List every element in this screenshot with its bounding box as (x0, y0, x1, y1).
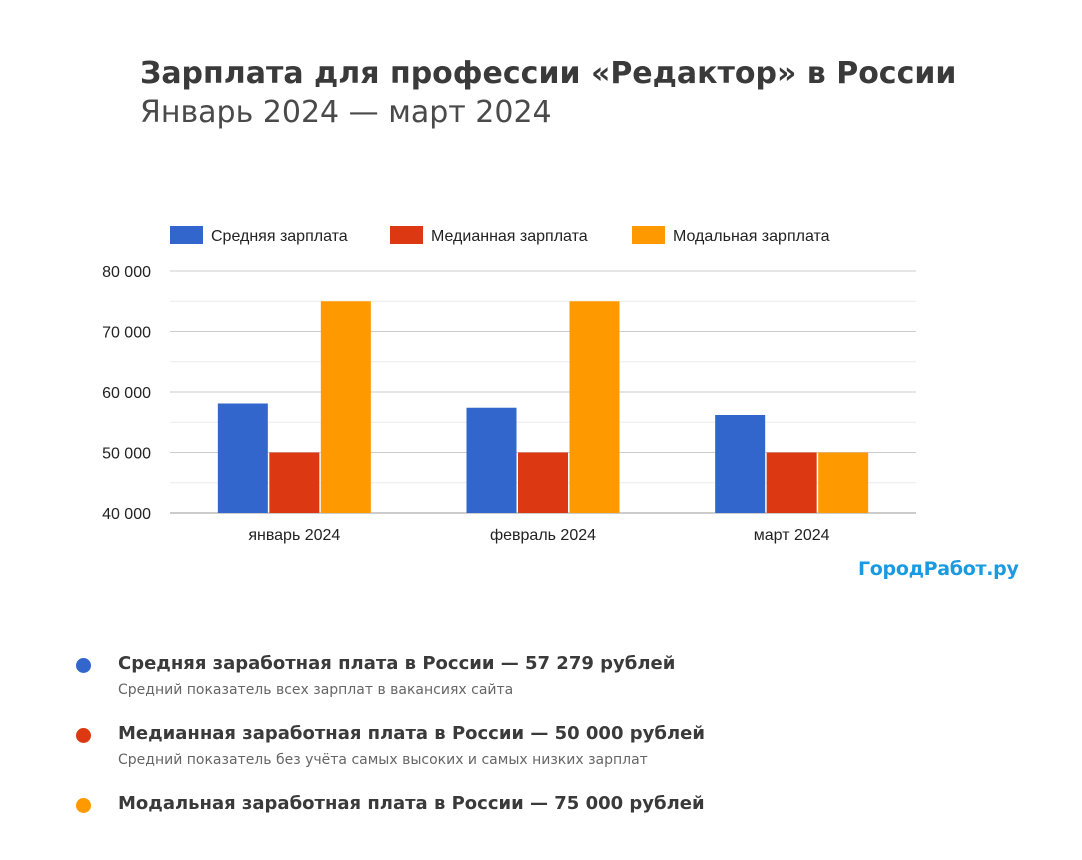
stat-desc: Средний показатель всех зарплат в ваканс… (118, 682, 514, 698)
y-tick-label: 50 000 (102, 446, 151, 463)
median-dot-icon (76, 728, 91, 743)
legend-swatch (170, 226, 203, 244)
legend-swatch (632, 226, 665, 244)
stat-title: Медианная заработная плата в России — 50… (118, 723, 705, 744)
x-tick-label: январь 2024 (248, 527, 340, 544)
stat-title: Модальная заработная плата в России — 75… (118, 793, 705, 814)
bar-median-0 (269, 452, 320, 513)
brand-logo[interactable]: ГородРабот.ру (858, 558, 1019, 580)
stat-title: Средняя заработная плата в России — 57 2… (118, 653, 676, 674)
bar-median-2 (766, 452, 817, 513)
average-dot-icon (76, 658, 91, 673)
chart-svg: 40 000 50 000 60 000 70 000 80 000 январь 202… (102, 226, 916, 544)
bar-average-0 (217, 403, 268, 513)
bar-median-1 (518, 452, 568, 513)
y-tick-label: 40 000 (102, 506, 151, 523)
legend-swatch (390, 226, 423, 244)
y-tick-label: 60 000 (102, 385, 151, 402)
bar-average-1 (466, 407, 517, 513)
x-tick-label: март 2024 (754, 527, 830, 544)
legend-label: Средняя зарплата (211, 228, 348, 245)
bar-modal-0 (320, 301, 371, 513)
x-tick-label: февраль 2024 (490, 527, 596, 544)
stat-item-average: Средняя заработная плата в России — 57 2… (76, 650, 1056, 720)
salary-chart: 40 000 50 000 60 000 70 000 80 000 январь 202… (102, 226, 916, 544)
page-title: Зарплата для профессии «Редактор» в Росс… (140, 56, 957, 91)
stat-item-median: Медианная заработная плата в России — 50… (76, 720, 1056, 790)
bar-modal-1 (569, 301, 620, 513)
legend-label: Медианная зарплата (431, 228, 588, 245)
stat-desc: Средний показатель без учёта самых высок… (118, 752, 648, 768)
bar-average-2 (715, 414, 766, 513)
y-tick-label: 80 000 (102, 264, 151, 281)
legend-label: Модальная зарплата (673, 228, 830, 245)
stat-item-modal: Модальная заработная плата в России — 75… (76, 790, 1056, 860)
y-tick-label: 70 000 (102, 325, 151, 342)
salary-stats-list: Средняя заработная плата в России — 57 2… (76, 650, 1056, 860)
bar-modal-2 (818, 452, 869, 513)
modal-dot-icon (76, 798, 91, 813)
chart-header: Зарплата для профессии «Редактор» в Росс… (140, 54, 956, 132)
page-subtitle: Январь 2024 — март 2024 (140, 95, 552, 130)
